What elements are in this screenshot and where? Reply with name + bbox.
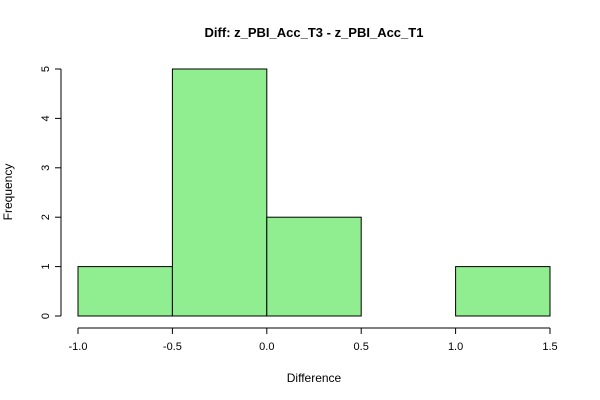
plot-area: -1.0 -0.5 0.0 0.5 1.0 1.5 0 1 2 3 4 5 <box>40 66 558 353</box>
x-tick-label-5: 1.5 <box>542 341 557 353</box>
chart-title: Diff: z_PBI_Acc_T3 - z_PBI_Acc_T1 <box>205 25 424 40</box>
y-tick-label-5: 5 <box>40 66 52 72</box>
x-tick-label-3: 0.5 <box>354 341 369 353</box>
x-tick-label-1: -0.5 <box>163 341 182 353</box>
y-axis-label: Frequency <box>1 164 15 221</box>
y-tick-label-3: 3 <box>40 165 52 171</box>
x-tick-label-4: 1.0 <box>448 341 463 353</box>
y-tick-label-4: 4 <box>40 115 52 121</box>
x-axis-label: Difference <box>287 371 342 385</box>
y-tick-label-1: 1 <box>40 264 52 270</box>
x-tick-label-2: 0.0 <box>259 341 274 353</box>
histogram-bar-2 <box>266 216 362 317</box>
histogram-bar-4 <box>455 266 551 317</box>
histogram-bar-1 <box>171 68 268 317</box>
y-tick-label-0: 0 <box>40 313 52 319</box>
y-tick-label-2: 2 <box>40 214 52 220</box>
x-tick-label-0: -1.0 <box>69 341 88 353</box>
histogram-bar-0 <box>77 266 173 317</box>
